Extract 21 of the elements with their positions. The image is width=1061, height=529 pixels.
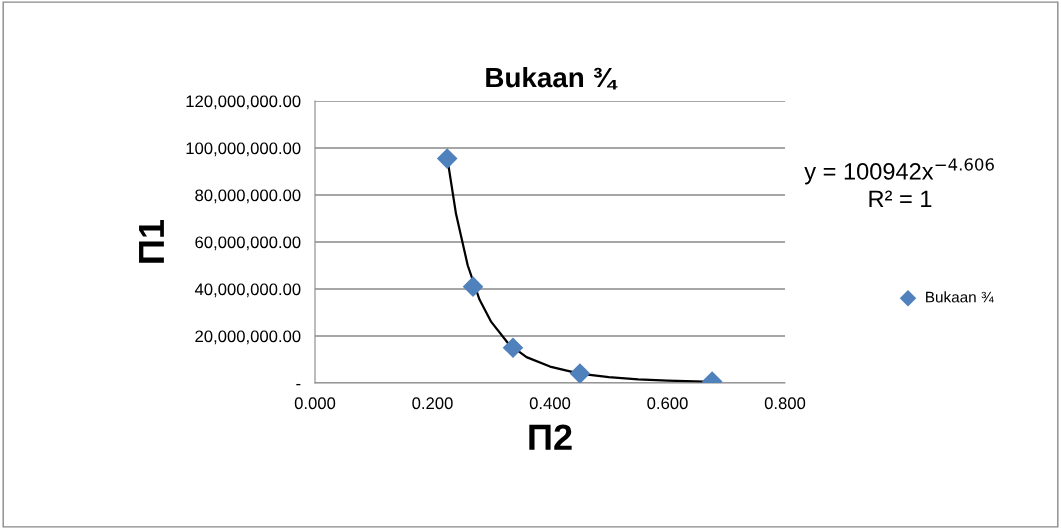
- point: [436, 148, 458, 169]
- y-tick-label: 100,000,000.00: [186, 142, 301, 157]
- chart-title: Bukaan ¾: [486, 66, 618, 90]
- point: [502, 337, 524, 359]
- legend-label: Bukaan ¾: [926, 291, 994, 303]
- x-tick-label: 0.000: [294, 397, 336, 410]
- x-axis-title: Π2: [529, 424, 572, 450]
- y-tick-label: 20,000,000.00: [195, 330, 301, 345]
- x-tick-label: 0.400: [529, 397, 571, 410]
- y-tick-label: 60,000,000.00: [195, 236, 301, 251]
- x-tick-label: 0.800: [764, 397, 806, 410]
- y-tick-label: 40,000,000.00: [194, 283, 301, 298]
- y-axis-title: Π1: [139, 219, 164, 263]
- x-tick-label: 0.600: [647, 397, 688, 410]
- y-tick-label: 80,000,000.00: [195, 189, 301, 204]
- point: [569, 363, 591, 383]
- point: [462, 276, 484, 297]
- x-tick-label: 0.200: [412, 397, 453, 410]
- text: y = 100942x$^{−4.606}$ R² = 1: [804, 158, 994, 207]
- y-tick-label: 120,000,000.00: [186, 95, 301, 110]
- y-tick-label: -: [296, 383, 301, 386]
